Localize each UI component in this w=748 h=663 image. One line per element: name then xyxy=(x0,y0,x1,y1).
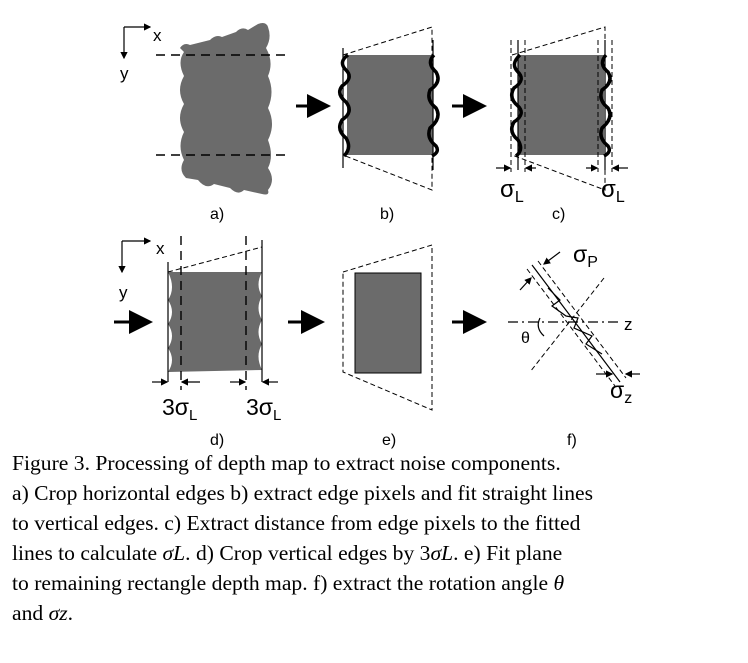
edge-pixels-right-c xyxy=(599,53,612,158)
sigma-p-label-f: σP xyxy=(573,241,598,271)
crop-label-left-d: 3σL xyxy=(162,394,197,424)
depth-map-raw xyxy=(180,23,272,195)
edge-pixels-left-b xyxy=(338,53,351,158)
axis-indicator-d: x y xyxy=(118,237,165,302)
theta-arc-f xyxy=(537,317,545,337)
diagram-figure: x y a) b) σL σL c) xyxy=(114,23,640,449)
panel-c: σL σL c) xyxy=(496,26,628,223)
panel-label-a: a) xyxy=(210,206,224,223)
axis-x-label-d: x xyxy=(156,239,165,258)
panel-label-c: c) xyxy=(552,206,565,223)
axis-x-label-a: x xyxy=(153,26,162,45)
sigma-l-symbol-2: σL xyxy=(430,541,454,565)
trapezoid-outline-b xyxy=(342,26,433,191)
edge-pixels-left-c xyxy=(510,53,523,158)
caption-line-4: lines to calculate σL. d) Crop vertical … xyxy=(12,541,563,565)
normal-line-f xyxy=(529,277,605,373)
panel-d: x y 3σL 3σL d) xyxy=(114,236,281,449)
z-axis-label-f: z xyxy=(624,315,633,334)
sigma-l-symbol: σL xyxy=(162,541,186,565)
sigma-z-label-f: σz xyxy=(610,377,632,407)
cropped-depth-map-c xyxy=(518,55,604,155)
edge-pixels-right-b xyxy=(427,53,440,158)
sigma-p-arrow-1-f xyxy=(543,251,561,265)
axis-y-label-d: y xyxy=(119,283,128,302)
panel-e: e) xyxy=(342,244,433,449)
axis-y-label-a: y xyxy=(120,64,129,83)
caption-line-5: to remaining rectangle depth map. f) ext… xyxy=(12,571,565,595)
caption-line-6: and σz. xyxy=(12,601,74,625)
figure-caption: Figure 3. Processing of depth map to ext… xyxy=(12,448,740,628)
panel-label-f: f) xyxy=(567,432,577,449)
noise-profile-f xyxy=(547,287,603,355)
crop-label-right-d: 3σL xyxy=(246,394,281,424)
panel-a: x y a) xyxy=(120,23,286,223)
trapezoid-top-d xyxy=(167,246,263,273)
trapezoid-outline-e xyxy=(342,244,433,411)
caption-line-2: a) Crop horizontal edges b) extract edge… xyxy=(12,481,594,505)
plane-rectangle-e xyxy=(354,272,422,374)
axis-indicator-a: x y xyxy=(120,23,162,83)
panel-label-b: b) xyxy=(380,206,394,223)
panel-label-d: d) xyxy=(210,432,224,449)
sigma-z-symbol: σz xyxy=(48,601,68,625)
caption-line-3: to vertical edges. c) Extract distance f… xyxy=(12,511,581,535)
theta-label-f: θ xyxy=(521,330,530,347)
plane-bound-2-f xyxy=(537,260,627,379)
panel-label-e: e) xyxy=(382,432,396,449)
theta-symbol: θ xyxy=(553,571,565,595)
cropped-depth-map-b xyxy=(347,55,433,155)
plane-bound-1-f xyxy=(526,268,616,387)
sigma-p-arrow-2-f xyxy=(519,277,532,291)
sigma-l-label-right: σL xyxy=(601,176,625,206)
sigma-l-label-left: σL xyxy=(500,176,524,206)
cropped-depth-map-d xyxy=(168,272,262,372)
panel-b: b) xyxy=(338,26,440,223)
caption-line-1: Figure 3. Processing of depth map to ext… xyxy=(12,451,561,475)
panel-f: z θ σP σz f) xyxy=(508,241,640,449)
